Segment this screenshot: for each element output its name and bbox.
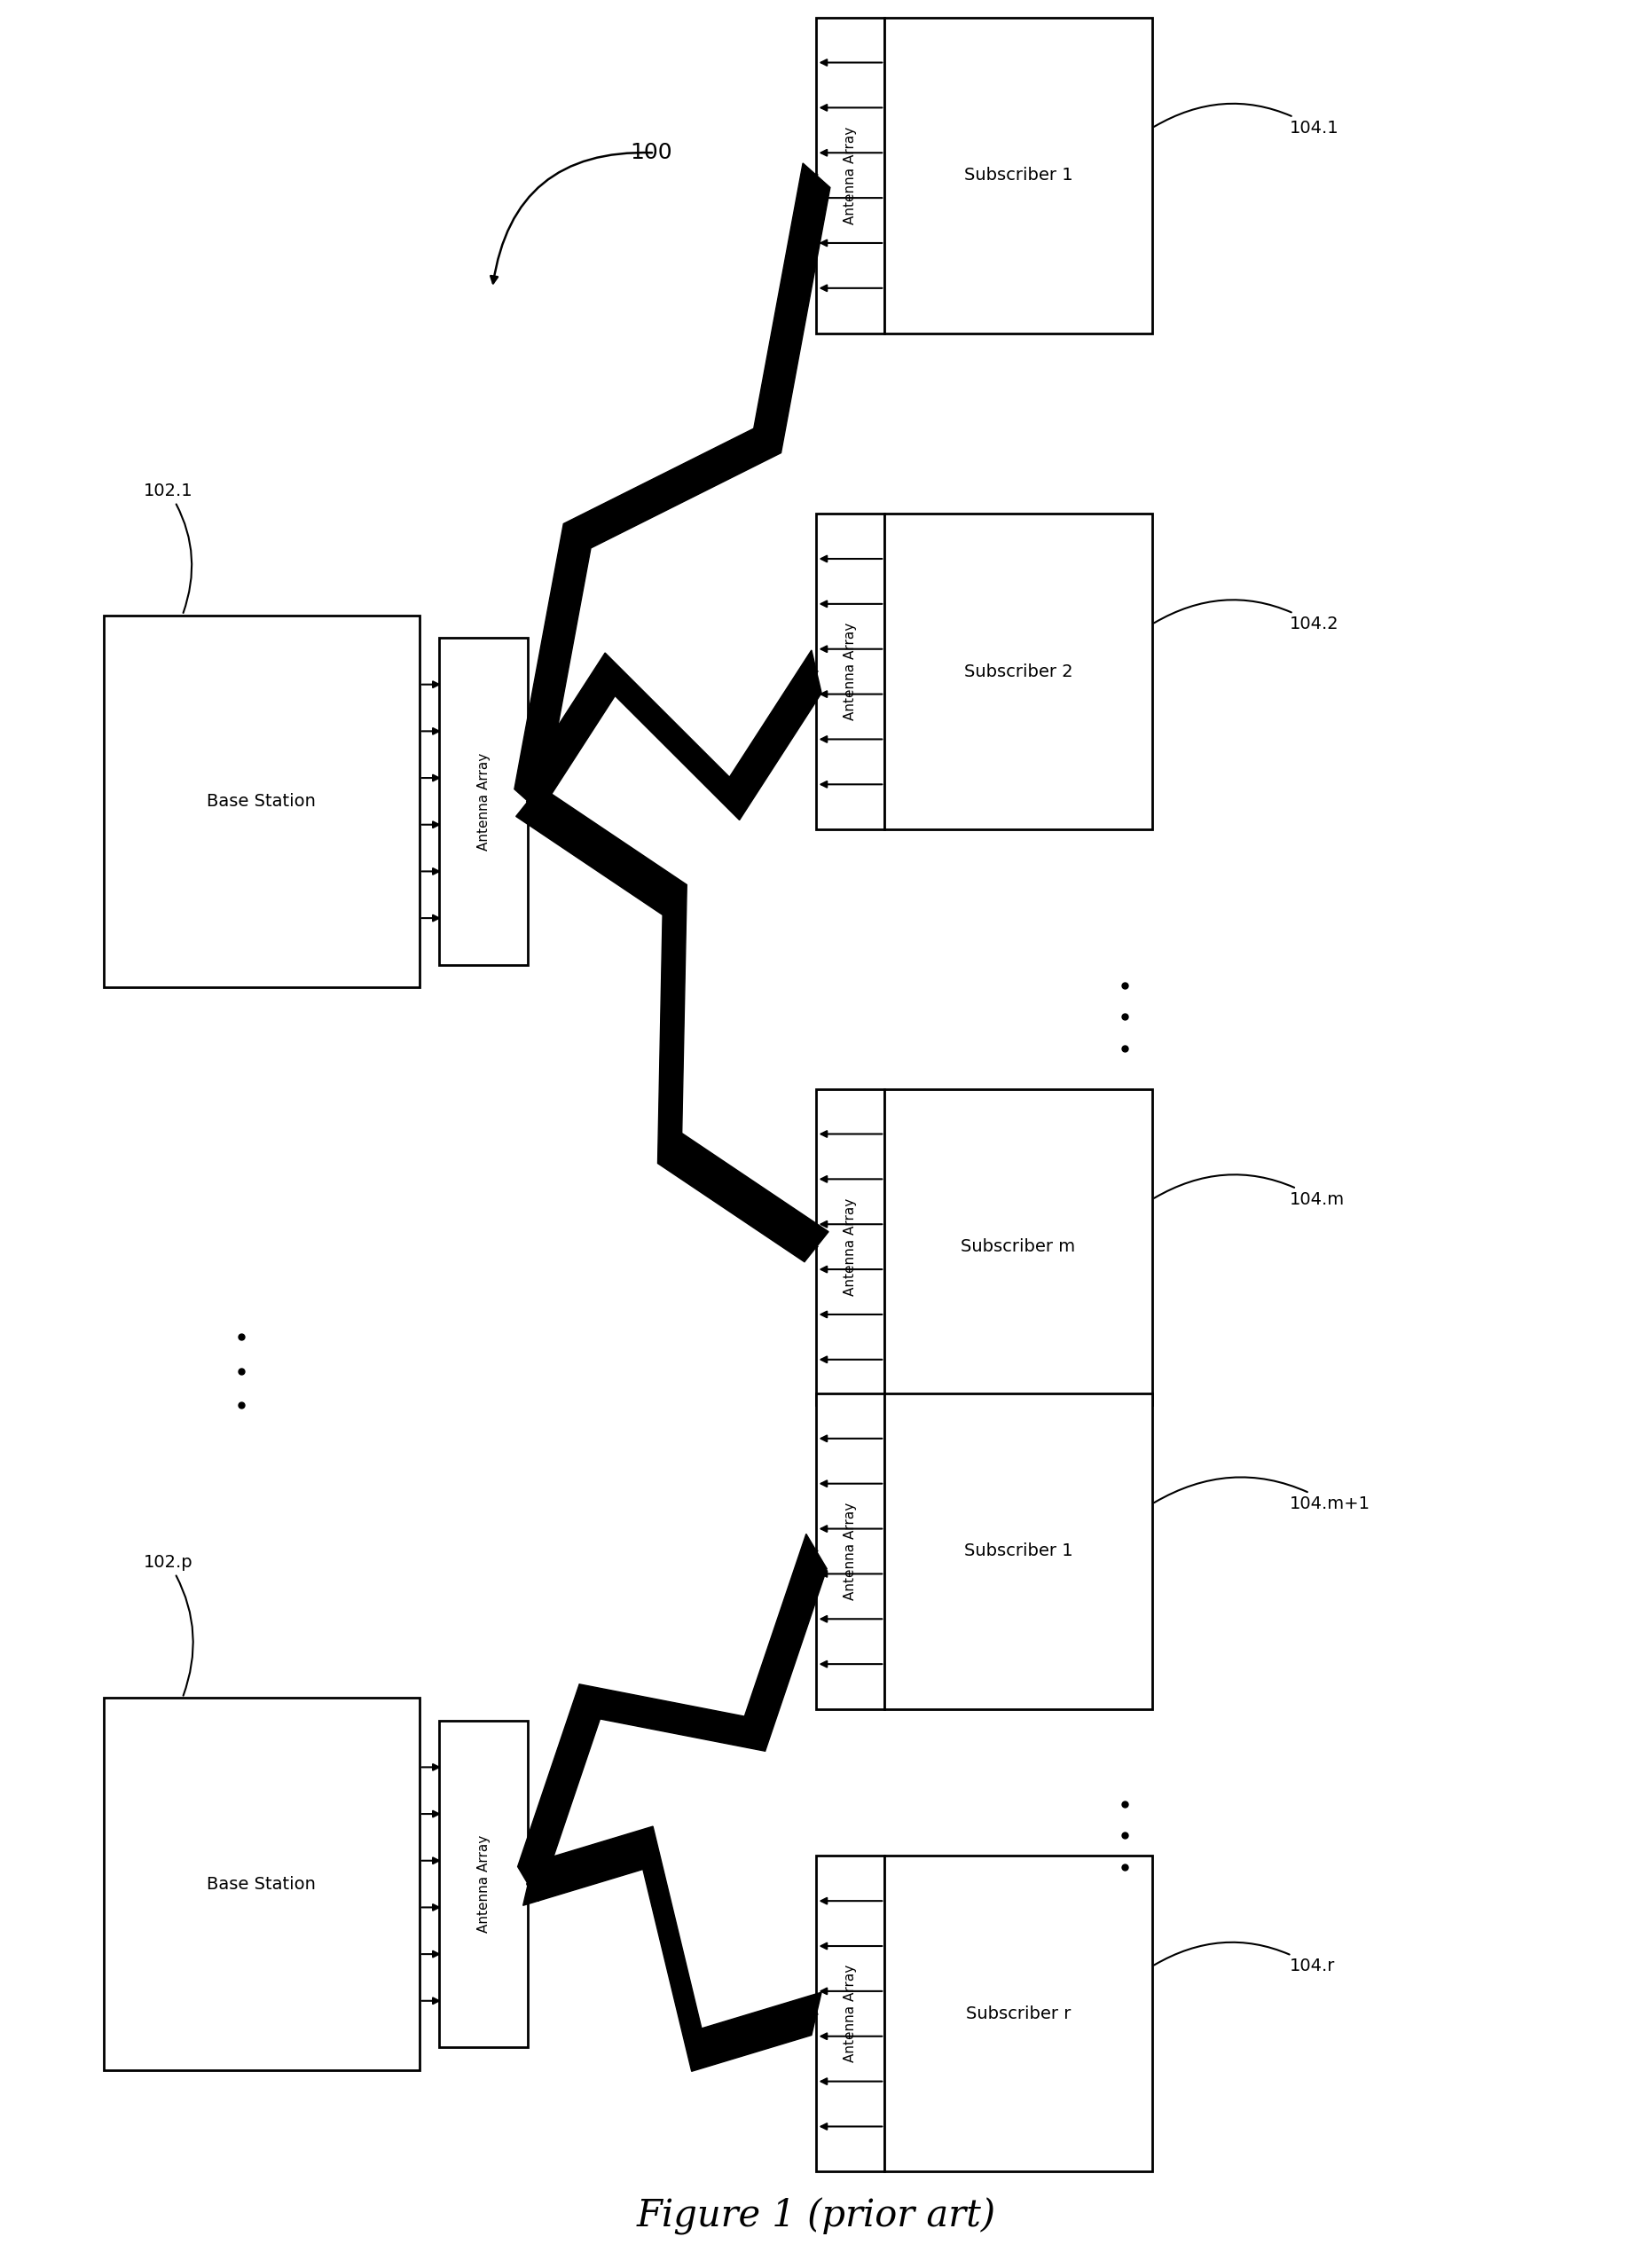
Text: Antenna Array: Antenna Array: [844, 1198, 857, 1295]
Text: 102.p: 102.p: [144, 1554, 193, 1696]
Text: Antenna Array: Antenna Array: [844, 1964, 857, 2062]
Text: 102.1: 102.1: [144, 483, 193, 612]
Bar: [885, 1855, 1151, 2173]
Text: Antenna Array: Antenna Array: [844, 624, 857, 721]
Bar: [103, 615, 420, 987]
Text: 104.m+1: 104.m+1: [1155, 1476, 1370, 1513]
Bar: [439, 637, 527, 964]
Bar: [885, 1393, 1151, 1710]
Text: 104.2: 104.2: [1155, 599, 1339, 633]
Polygon shape: [514, 163, 830, 814]
Polygon shape: [523, 1826, 821, 2071]
Text: 104.r: 104.r: [1155, 1941, 1336, 1975]
Bar: [816, 18, 885, 333]
Bar: [816, 1855, 885, 2173]
Bar: [816, 1089, 885, 1404]
Text: Figure 1 (prior art): Figure 1 (prior art): [637, 2198, 996, 2234]
Text: Subscriber 1: Subscriber 1: [963, 168, 1073, 184]
Text: Subscriber m: Subscriber m: [960, 1238, 1076, 1254]
Text: Subscriber r: Subscriber r: [965, 2005, 1071, 2023]
Bar: [816, 513, 885, 830]
Polygon shape: [518, 1533, 826, 1901]
Text: Base Station: Base Station: [207, 1876, 315, 1892]
Text: Antenna Array: Antenna Array: [477, 753, 490, 850]
Text: Antenna Array: Antenna Array: [844, 1501, 857, 1601]
Text: 104.m: 104.m: [1155, 1175, 1346, 1209]
Bar: [439, 1721, 527, 2048]
Text: Antenna Array: Antenna Array: [844, 127, 857, 225]
Text: 100: 100: [630, 143, 673, 163]
Text: Subscriber 1: Subscriber 1: [963, 1542, 1073, 1560]
Bar: [885, 1089, 1151, 1404]
Polygon shape: [516, 787, 828, 1261]
Text: Subscriber 2: Subscriber 2: [963, 662, 1073, 680]
Polygon shape: [523, 651, 821, 823]
Bar: [885, 513, 1151, 830]
Bar: [885, 18, 1151, 333]
Text: Antenna Array: Antenna Array: [477, 1835, 490, 1932]
Bar: [816, 1393, 885, 1710]
Bar: [103, 1699, 420, 2071]
Text: 104.1: 104.1: [1155, 104, 1339, 136]
Text: Base Station: Base Station: [207, 794, 315, 810]
